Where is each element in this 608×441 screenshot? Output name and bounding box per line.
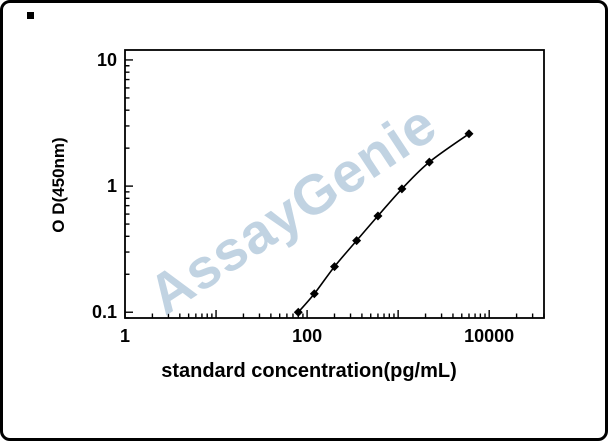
data-point xyxy=(352,236,362,246)
data-point xyxy=(330,262,339,272)
data-point xyxy=(309,289,319,299)
x-axis-title: standard concentration(pg/mL) xyxy=(161,360,457,382)
watermark: AssayGenie xyxy=(137,91,447,326)
y-tick-label: 10 xyxy=(97,50,117,70)
x-tick-label: 10000 xyxy=(464,326,514,346)
y-axis-title: O D(450nm) xyxy=(49,137,68,232)
data-point xyxy=(397,184,407,194)
y-tick-label: 1 xyxy=(107,176,117,196)
y-tick-label: 0.1 xyxy=(92,302,117,322)
x-tick-label: 1 xyxy=(120,326,130,346)
data-point xyxy=(424,157,434,167)
data-point xyxy=(464,129,474,139)
data-point xyxy=(373,211,383,221)
data-point xyxy=(293,307,303,317)
corner-artifact-mark xyxy=(27,12,34,19)
x-tick-label: 100 xyxy=(292,326,322,346)
